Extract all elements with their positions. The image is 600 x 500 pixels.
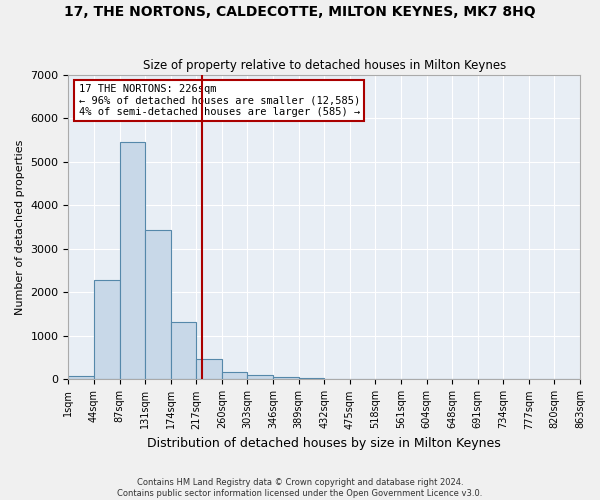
Bar: [299, 378, 324, 380]
Bar: [145, 230, 171, 380]
Bar: [247, 375, 273, 380]
X-axis label: Distribution of detached houses by size in Milton Keynes: Distribution of detached houses by size …: [148, 437, 501, 450]
Bar: [94, 280, 119, 380]
Bar: [68, 376, 94, 380]
Bar: [222, 372, 247, 380]
Title: Size of property relative to detached houses in Milton Keynes: Size of property relative to detached ho…: [143, 59, 506, 72]
Bar: [273, 377, 299, 380]
Text: 17 THE NORTONS: 226sqm
← 96% of detached houses are smaller (12,585)
4% of semi-: 17 THE NORTONS: 226sqm ← 96% of detached…: [79, 84, 360, 117]
Y-axis label: Number of detached properties: Number of detached properties: [15, 140, 25, 314]
Bar: [171, 322, 196, 380]
Bar: [196, 360, 222, 380]
Text: 17, THE NORTONS, CALDECOTTE, MILTON KEYNES, MK7 8HQ: 17, THE NORTONS, CALDECOTTE, MILTON KEYN…: [64, 5, 536, 19]
Text: Contains HM Land Registry data © Crown copyright and database right 2024.
Contai: Contains HM Land Registry data © Crown c…: [118, 478, 482, 498]
Bar: [119, 142, 145, 380]
